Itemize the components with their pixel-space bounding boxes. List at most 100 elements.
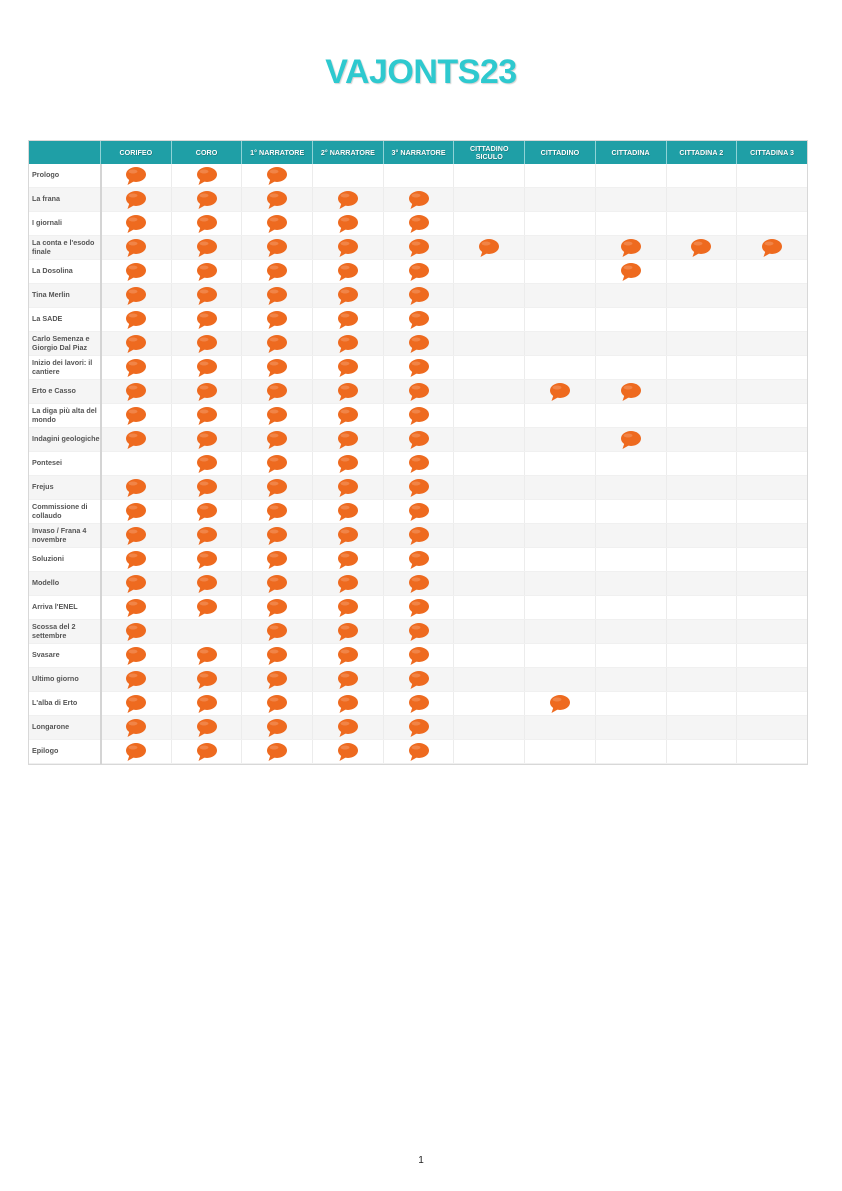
column-header: 2° NARRATORE: [312, 141, 384, 164]
role-cell: [312, 211, 384, 236]
role-cell: [453, 355, 526, 380]
role-cell: [524, 307, 596, 332]
speech-bubble-icon: [266, 238, 288, 258]
scene-label: Modello: [29, 571, 102, 596]
table-row: Erto e Casso: [29, 379, 808, 404]
role-cell: [241, 403, 314, 428]
scene-label: Epilogo: [29, 739, 102, 764]
speech-bubble-icon: [196, 598, 218, 618]
role-cell: [312, 715, 384, 740]
role-cell: [312, 667, 384, 692]
role-cell: [524, 715, 596, 740]
speech-bubble-icon: [125, 238, 147, 258]
role-cell: [171, 331, 243, 356]
column-header: CITTADINA: [595, 141, 667, 164]
role-cell: [736, 739, 808, 764]
role-cell: [100, 451, 172, 476]
speech-bubble-icon: [125, 166, 147, 186]
speech-bubble-icon: [408, 190, 430, 210]
role-cell: [383, 523, 455, 548]
speech-bubble-icon: [266, 406, 288, 426]
speech-bubble-icon: [196, 670, 218, 690]
table-row: Longarone: [29, 715, 808, 740]
speech-bubble-icon: [620, 430, 642, 450]
role-cell: [736, 691, 808, 716]
role-cell: [383, 547, 455, 572]
speech-bubble-icon: [408, 382, 430, 402]
role-cell: [524, 235, 596, 260]
role-cell: [312, 523, 384, 548]
role-cell: [171, 643, 243, 668]
role-cell: [453, 475, 526, 500]
role-cell: [453, 595, 526, 620]
speech-bubble-icon: [620, 262, 642, 282]
role-cell: [736, 164, 808, 188]
scene-label: L'alba di Erto: [29, 691, 102, 716]
speech-bubble-icon: [266, 454, 288, 474]
speech-bubble-icon: [408, 694, 430, 714]
role-cell: [383, 739, 455, 764]
role-cell: [736, 643, 808, 668]
page-number: 1: [418, 1155, 424, 1166]
role-cell: [736, 667, 808, 692]
scene-label: Invaso / Frana 4 novembre: [29, 523, 102, 548]
role-cell: [312, 283, 384, 308]
role-cell: [241, 235, 314, 260]
role-cell: [312, 547, 384, 572]
role-cell: [524, 427, 596, 452]
speech-bubble-icon: [266, 478, 288, 498]
role-cell: [453, 307, 526, 332]
role-cell: [666, 595, 738, 620]
role-cell: [453, 691, 526, 716]
table-row: Pontesei: [29, 451, 808, 476]
speech-bubble-icon: [125, 406, 147, 426]
speech-bubble-icon: [196, 526, 218, 546]
column-header: CORIFEO: [100, 141, 172, 164]
role-cell: [666, 331, 738, 356]
role-cell: [736, 595, 808, 620]
speech-bubble-icon: [690, 238, 712, 258]
speech-bubble-icon: [125, 526, 147, 546]
role-cell: [100, 283, 172, 308]
role-cell: [666, 739, 738, 764]
role-cell: [100, 619, 172, 644]
role-cell: [241, 475, 314, 500]
role-cell: [524, 691, 596, 716]
role-cell: [524, 619, 596, 644]
role-cell: [524, 667, 596, 692]
table-row: La conta e l'esodo finale: [29, 235, 808, 260]
role-cell: [383, 643, 455, 668]
role-cell: [666, 283, 738, 308]
role-cell: [383, 259, 455, 284]
speech-bubble-icon: [408, 286, 430, 306]
speech-bubble-icon: [408, 742, 430, 762]
role-cell: [171, 259, 243, 284]
role-cell: [595, 187, 667, 212]
scene-label: Prologo: [29, 164, 102, 188]
role-cell: [736, 187, 808, 212]
speech-bubble-icon: [408, 550, 430, 570]
role-cell: [736, 547, 808, 572]
role-cell: [736, 259, 808, 284]
speech-bubble-icon: [337, 358, 359, 378]
role-cell: [312, 643, 384, 668]
role-cell: [453, 715, 526, 740]
role-cell: [383, 691, 455, 716]
table-row: Ultimo giorno: [29, 667, 808, 692]
table-row: La frana: [29, 187, 808, 212]
scene-label: La Dosolina: [29, 259, 102, 284]
role-cell: [736, 715, 808, 740]
scene-label: Soluzioni: [29, 547, 102, 572]
role-cell: [666, 259, 738, 284]
role-cell: [312, 739, 384, 764]
role-cell: [383, 211, 455, 236]
role-cell: [171, 595, 243, 620]
role-cell: [171, 691, 243, 716]
role-cell: [171, 427, 243, 452]
table-row: La diga più alta del mondo: [29, 403, 808, 428]
role-cell: [736, 475, 808, 500]
role-cell: [241, 499, 314, 524]
speech-bubble-icon: [125, 598, 147, 618]
role-cell: [453, 235, 526, 260]
role-cell: [524, 164, 596, 188]
